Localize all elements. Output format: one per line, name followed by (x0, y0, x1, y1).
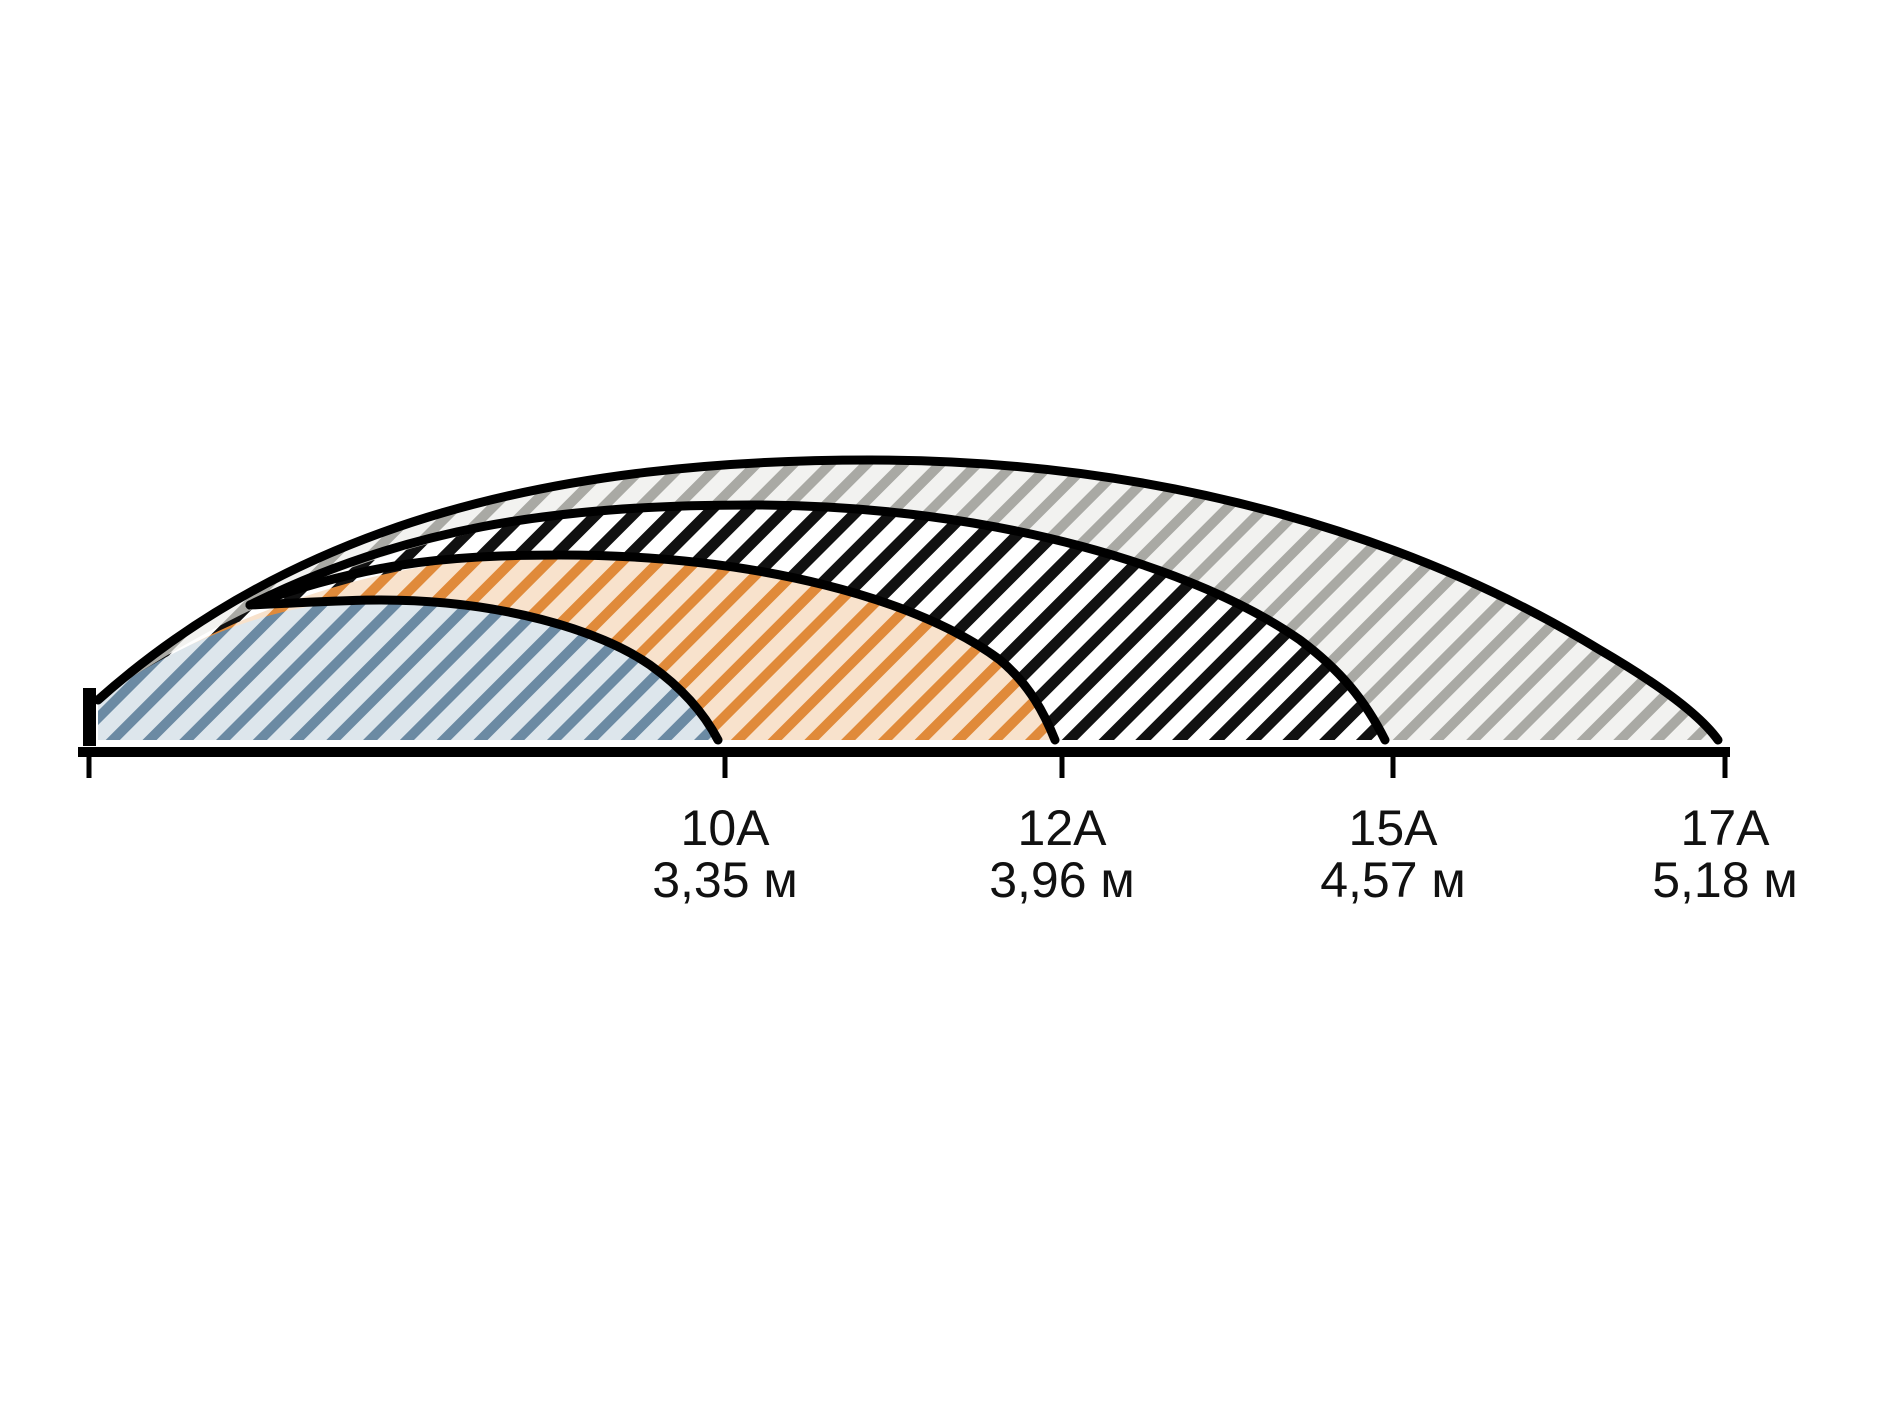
label-distance-17a: 5,18 м (1652, 852, 1798, 908)
label-code-10a: 10A (681, 800, 771, 856)
label-code-15a: 15A (1349, 800, 1439, 856)
label-distance-15a: 4,57 м (1320, 852, 1466, 908)
label-distance-12a: 3,96 м (989, 852, 1135, 908)
label-code-17a: 17A (1681, 800, 1771, 856)
label-distance-10a: 3,35 м (652, 852, 798, 908)
arc-outline-17a (93, 455, 1723, 745)
arc-outline-15a (245, 500, 1390, 745)
arc-outline-12a (245, 550, 1060, 745)
origin-post (83, 688, 96, 746)
arc-outline-10a (245, 595, 723, 745)
label-code-12a: 12A (1018, 800, 1108, 856)
arc-fill-10a (98, 600, 718, 740)
